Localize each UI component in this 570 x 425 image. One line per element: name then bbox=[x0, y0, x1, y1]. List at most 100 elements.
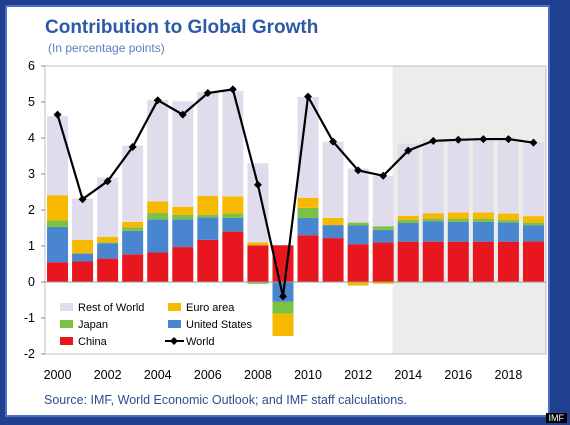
world-point-2009 bbox=[278, 292, 287, 301]
bar-united-states-2005 bbox=[172, 219, 194, 248]
imf-watermark: IMF bbox=[545, 413, 567, 423]
world-point-2004 bbox=[153, 96, 162, 105]
bar-euro-area-2017 bbox=[472, 212, 494, 219]
bar-rest-of-world-2007 bbox=[222, 90, 244, 197]
x-tick-label: 2008 bbox=[244, 368, 272, 382]
bar-united-states-2000 bbox=[47, 226, 69, 263]
bar-rest-of-world-2008 bbox=[247, 163, 269, 243]
bar-rest-of-world-2002 bbox=[97, 177, 119, 237]
bar-euro-area-2010 bbox=[297, 197, 319, 208]
bar-united-states-2017 bbox=[472, 221, 494, 242]
bar-china-2019 bbox=[522, 241, 544, 282]
bar-china-2002 bbox=[97, 258, 119, 282]
bar-japan-2013 bbox=[372, 226, 394, 230]
bar-rest-of-world-2010 bbox=[297, 96, 319, 198]
world-point-2010 bbox=[304, 92, 313, 101]
bar-china-2007 bbox=[222, 231, 244, 282]
bar-china-2011 bbox=[322, 238, 344, 282]
y-tick-label: 1 bbox=[28, 239, 35, 253]
bar-united-states-2014 bbox=[397, 222, 419, 242]
legend-label-japan: Japan bbox=[78, 319, 108, 331]
y-tick-label: 3 bbox=[28, 167, 35, 181]
bar-united-states-2006 bbox=[197, 217, 219, 240]
bar-euro-area-2015 bbox=[422, 213, 444, 219]
world-point-2007 bbox=[228, 85, 237, 94]
bar-japan-2005 bbox=[172, 214, 194, 220]
bar-rest-of-world-2000 bbox=[47, 116, 69, 196]
world-point-2005 bbox=[178, 110, 187, 119]
bar-japan-2009 bbox=[272, 301, 294, 314]
x-tick-label: 2002 bbox=[94, 368, 122, 382]
bar-united-states-2019 bbox=[522, 225, 544, 242]
bar-rest-of-world-2003 bbox=[122, 145, 144, 222]
bar-japan-2017 bbox=[472, 219, 494, 222]
y-tick-label: 5 bbox=[28, 95, 35, 109]
bar-euro-area-2013 bbox=[372, 282, 394, 284]
y-tick-label: -1 bbox=[24, 311, 35, 325]
world-point-2001 bbox=[78, 195, 87, 204]
bar-rest-of-world-2001 bbox=[72, 198, 94, 240]
bar-euro-area-2007 bbox=[222, 196, 244, 214]
world-point-2014 bbox=[404, 146, 413, 155]
world-point-2012 bbox=[354, 166, 363, 175]
bar-rest-of-world-2016 bbox=[447, 138, 469, 213]
bar-euro-area-2014 bbox=[397, 215, 419, 221]
bar-japan-2012 bbox=[347, 222, 369, 226]
bar-china-2000 bbox=[47, 262, 69, 282]
world-point-2011 bbox=[329, 137, 338, 146]
bar-euro-area-2016 bbox=[447, 212, 469, 219]
y-tick-label: 4 bbox=[28, 131, 35, 145]
bar-united-states-2015 bbox=[422, 221, 444, 242]
bar-japan-2014 bbox=[397, 220, 419, 223]
x-tick-label: 2012 bbox=[344, 368, 372, 382]
bar-rest-of-world-2018 bbox=[497, 138, 519, 214]
bar-japan-2010 bbox=[297, 207, 319, 218]
legend-label-rest-of-world: Rest of World bbox=[78, 302, 144, 314]
source-note: Source: IMF, World Economic Outlook; and… bbox=[44, 393, 407, 407]
bar-euro-area-2003 bbox=[122, 221, 144, 228]
x-tick-label: 2010 bbox=[294, 368, 322, 382]
bar-china-2013 bbox=[372, 242, 394, 282]
bar-china-2012 bbox=[347, 244, 369, 282]
bar-united-states-2011 bbox=[322, 225, 344, 239]
bar-rest-of-world-2005 bbox=[172, 101, 194, 207]
x-tick-label: 2006 bbox=[194, 368, 222, 382]
bar-japan-2003 bbox=[122, 227, 144, 231]
bar-euro-area-2002 bbox=[97, 237, 119, 243]
world-point-2015 bbox=[429, 136, 438, 145]
legend-swatch-euro-area bbox=[168, 303, 181, 311]
bar-euro-area-2009 bbox=[272, 313, 294, 336]
bar-japan-2007 bbox=[222, 213, 244, 218]
bar-united-states-2013 bbox=[372, 229, 394, 243]
legend-label-china: China bbox=[78, 336, 108, 348]
bar-china-2016 bbox=[447, 241, 469, 282]
bar-united-states-2001 bbox=[72, 253, 94, 262]
x-tick-label: 2018 bbox=[495, 368, 523, 382]
bar-rest-of-world-2015 bbox=[422, 139, 444, 214]
bar-united-states-2002 bbox=[97, 243, 119, 259]
world-point-2008 bbox=[253, 180, 262, 189]
chart-subtitle: (In percentage points) bbox=[48, 41, 165, 55]
x-tick-label: 2014 bbox=[394, 368, 422, 382]
bar-china-2014 bbox=[397, 241, 419, 282]
legend-swatch-united-states bbox=[168, 320, 181, 328]
bar-japan-2004 bbox=[147, 212, 169, 220]
y-tick-label: 0 bbox=[28, 275, 35, 289]
bar-euro-area-2004 bbox=[147, 201, 169, 213]
bar-euro-area-2005 bbox=[172, 206, 194, 215]
world-growth-line bbox=[56, 88, 534, 297]
bar-euro-area-2008 bbox=[247, 242, 269, 246]
legend-swatch-china bbox=[60, 337, 73, 345]
bar-euro-area-2011 bbox=[322, 217, 344, 226]
bar-rest-of-world-2013 bbox=[372, 175, 394, 227]
bar-china-2008 bbox=[247, 245, 269, 282]
bar-united-states-2016 bbox=[447, 221, 469, 242]
bar-china-2004 bbox=[147, 252, 169, 282]
bar-rest-of-world-2004 bbox=[147, 99, 169, 202]
bar-euro-area-2006 bbox=[197, 195, 219, 215]
y-tick-label: 2 bbox=[28, 203, 35, 217]
x-tick-label: 2000 bbox=[44, 368, 72, 382]
bar-rest-of-world-2006 bbox=[197, 91, 219, 196]
legend-label-united-states: United States bbox=[186, 319, 253, 331]
bar-euro-area-2019 bbox=[522, 216, 544, 223]
